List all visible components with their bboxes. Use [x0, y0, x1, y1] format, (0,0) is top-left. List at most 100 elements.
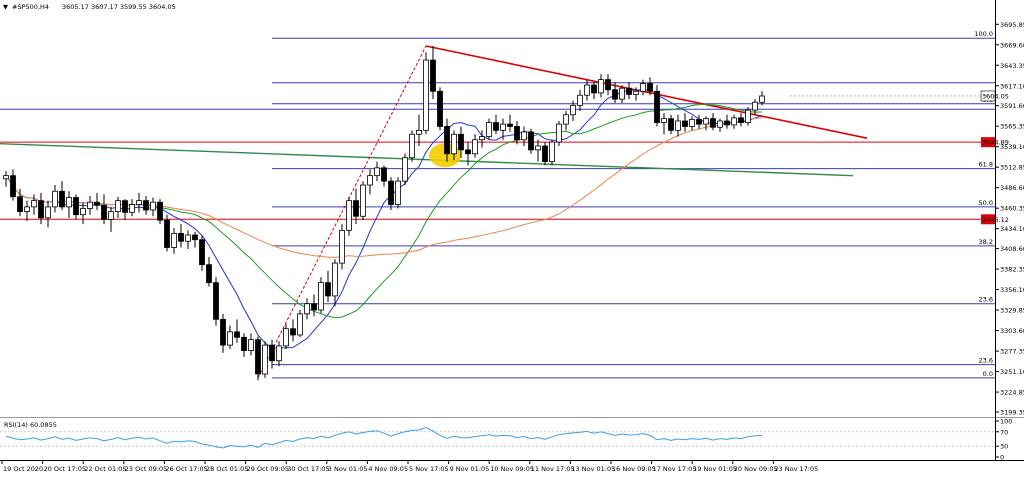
bear-candle: [710, 118, 716, 128]
time-tick-label: 13 Nov 01:05: [571, 465, 615, 473]
bear-candle: [682, 120, 688, 127]
time-tick-label: 30 Oct 17:05: [287, 465, 329, 473]
bull-candle: [108, 211, 114, 220]
bull-candle: [584, 84, 590, 96]
rsi-line: [5, 426, 763, 449]
bull-candle: [619, 87, 625, 100]
symbol-label: #SP500,H4: [12, 3, 49, 11]
bear-candle: [668, 118, 674, 131]
bear-candle: [430, 59, 436, 92]
bear-candle: [241, 336, 247, 351]
price-tick-label: 3251.10: [1000, 368, 1024, 376]
time-tick-label: 4 Nov 09:05: [368, 465, 408, 473]
bear-candle: [73, 197, 79, 216]
bull-candle: [276, 345, 282, 362]
price-tick-label: 3329.85: [1000, 307, 1024, 315]
price-tick-label: 3277.35: [1000, 348, 1024, 356]
bear-candle: [157, 201, 163, 221]
bull-candle: [563, 114, 569, 125]
bull-candle: [227, 331, 233, 346]
bear-candle: [654, 90, 660, 123]
bear-candle: [206, 264, 212, 284]
bear-candle: [444, 126, 450, 155]
bear-candle: [647, 83, 653, 92]
time-tick-label: 17 Nov 17:05: [653, 465, 697, 473]
bull-candle: [577, 94, 583, 106]
bear-candle: [514, 126, 520, 141]
current-price-label: 3604.05: [982, 92, 1009, 100]
bear-candle: [507, 123, 513, 127]
rsi-panel: 100 70 30 0: [0, 418, 1012, 462]
time-tick-label: 20 Nov 09:05: [734, 465, 778, 473]
bear-candle: [164, 219, 170, 248]
rsi-tick-label: 30: [1000, 443, 1008, 451]
bull-candle: [360, 184, 366, 217]
rsi-tick-label: 0: [1000, 454, 1004, 462]
bull-candle: [759, 95, 765, 103]
projection-dashed-line: [257, 45, 427, 379]
bull-candle: [262, 344, 268, 375]
rsi-tick-label: 100: [1000, 418, 1012, 426]
ohlc-values: 3605.17 3607.17 3599.55 3604.05: [62, 3, 176, 11]
bear-candle: [325, 282, 331, 297]
bull-candle: [479, 136, 485, 141]
bull-candle: [486, 122, 492, 138]
bear-candle: [528, 131, 534, 151]
horizontal-levels: 100.00.061.850.038.223.623.60.0: [0, 30, 995, 379]
bull-candle: [3, 175, 9, 180]
time-tick-label: 3 Nov 01:05: [328, 465, 368, 473]
time-tick-label: 23 Nov 17:05: [774, 465, 818, 473]
time-tick-label: 26 Oct 17:05: [165, 465, 207, 473]
bear-candle: [10, 175, 16, 198]
fib-level-label: 0.0: [983, 370, 993, 378]
bull-candle: [66, 197, 72, 208]
bull-candle: [472, 139, 478, 155]
price-tick-label: 3408.60: [1000, 245, 1024, 253]
bull-candle: [570, 104, 576, 116]
bear-candle: [542, 145, 548, 162]
bull-candle: [395, 180, 401, 205]
collapse-arrow-icon[interactable]: ▼: [3, 3, 8, 11]
bull-candle: [136, 200, 142, 205]
bull-candle: [409, 133, 415, 159]
bear-candle: [94, 201, 100, 206]
bear-candle: [381, 167, 387, 182]
time-tick-label: 9 Nov 01:05: [450, 465, 490, 473]
bull-candle: [661, 118, 667, 123]
bear-candle: [493, 122, 499, 131]
bull-candle: [640, 83, 646, 92]
fib-level-label: 38.2: [979, 238, 993, 246]
price-tick-label: 3643.35: [1000, 62, 1024, 70]
bear-candle: [290, 328, 296, 336]
rsi-title: RSI(14) 60.0855: [4, 421, 57, 429]
bull-candle: [500, 123, 506, 131]
fib-level-label: 23.6: [979, 357, 993, 365]
bear-candle: [612, 89, 618, 100]
time-tick-label: 16 Nov 09:05: [612, 465, 656, 473]
trendline: [425, 45, 868, 139]
bear-candle: [38, 200, 44, 219]
price-tag-label: 3544.89: [982, 139, 1009, 147]
bear-candle: [465, 149, 471, 155]
price-tick-label: 3512.85: [1000, 164, 1024, 172]
bull-candle: [451, 133, 457, 155]
bull-candle: [332, 262, 338, 297]
time-tick-label: 20 Oct 17:05: [44, 465, 86, 473]
bear-candle: [199, 239, 205, 266]
price-tag-label: 3446.12: [982, 216, 1009, 224]
bear-candle: [724, 120, 730, 126]
bear-candle: [234, 331, 240, 338]
price-tick-label: 3303.60: [1000, 327, 1024, 335]
trendlines: [0, 45, 868, 379]
bear-candle: [696, 119, 702, 125]
bull-candle: [318, 282, 324, 311]
price-tick-label: 3460.35: [1000, 205, 1024, 213]
bear-candle: [591, 84, 597, 94]
bull-candle: [598, 79, 604, 94]
bull-candle: [731, 117, 737, 126]
bull-candle: [52, 190, 58, 208]
bull-candle: [752, 101, 758, 111]
bull-candle: [367, 175, 373, 186]
price-axis: 3695.85 3669.60 3643.35 3617.10 3591.60 3565.…: [790, 21, 1024, 417]
bull-candle: [556, 123, 562, 143]
